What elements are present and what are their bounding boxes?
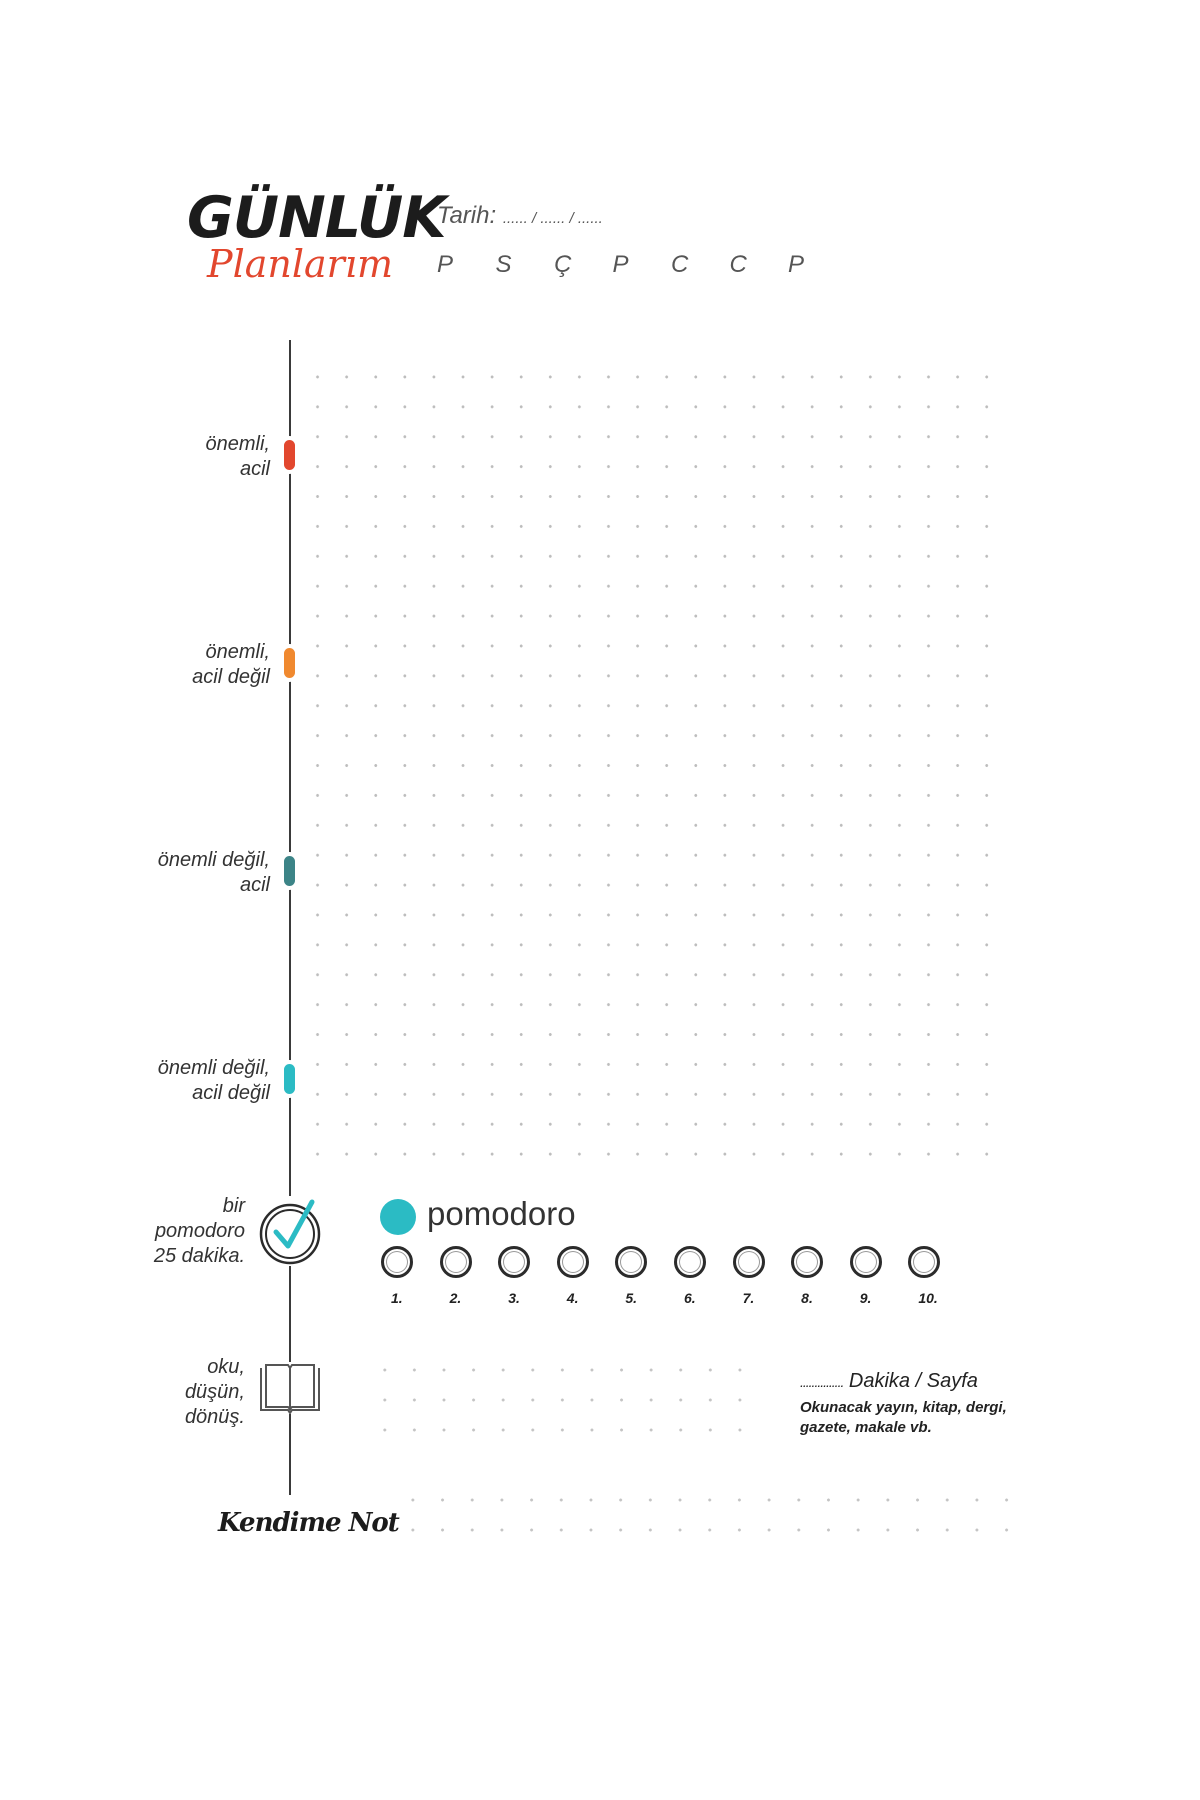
weekday-1[interactable]: P xyxy=(437,251,454,278)
reading-side-label-line2: düşün, xyxy=(184,1381,245,1403)
pomodoro-number: 2. xyxy=(449,1290,462,1306)
date-blank: ...... / ...... / ...... xyxy=(502,210,603,227)
category-label-urgent-not-important: önemli değil, acil xyxy=(157,849,270,896)
weekday-3[interactable]: Ç xyxy=(554,251,572,278)
pomodoro-checkbox[interactable] xyxy=(439,1246,472,1278)
reading-dot-grid[interactable] xyxy=(370,1355,760,1445)
reading-amount-blank: ............... xyxy=(800,1374,844,1390)
weekday-4[interactable]: P xyxy=(612,251,629,278)
pomodoro-dot xyxy=(380,1199,416,1235)
reading-note: Okunacak yayın, kitap, dergi, gazete, ma… xyxy=(800,1399,1007,1436)
pomodoro-item: 4. xyxy=(556,1246,616,1306)
reading-side-label: oku, düşün, dönüş. xyxy=(25,1355,245,1430)
page-subtitle: Planlarım xyxy=(207,242,394,286)
pomodoro-item: 2. xyxy=(439,1246,499,1306)
category-marker-not-urgent-not-important xyxy=(284,1064,295,1094)
weekday-selector: P S Ç P C C P xyxy=(437,253,847,277)
pomodoro-number: 7. xyxy=(742,1290,755,1306)
note-label: Kendime Not xyxy=(218,1508,400,1538)
pomodoro-item: 5. xyxy=(615,1246,674,1306)
pomodoro-number: 5. xyxy=(625,1290,638,1306)
pomodoro-item: 9. xyxy=(849,1246,909,1306)
date-label: Tarih: xyxy=(437,202,497,229)
pomodoro-side-label-line1: bir xyxy=(222,1195,245,1217)
date-field[interactable]: Tarih: ...... / ...... / ...... xyxy=(437,204,603,228)
open-book-icon xyxy=(258,1362,322,1415)
pomodoro-checkbox[interactable] xyxy=(615,1246,648,1278)
weekday-5[interactable]: C xyxy=(671,251,689,278)
pomodoro-number: 8. xyxy=(801,1290,813,1306)
pomodoro-item: 1. xyxy=(381,1246,440,1306)
pomodoro-item: 3. xyxy=(498,1246,557,1306)
category-label-urgent-important: önemli, acil xyxy=(205,433,270,480)
pomodoro-item: 6. xyxy=(673,1246,733,1306)
reading-amount-field[interactable]: ............... Dakika / Sayfa xyxy=(800,1370,978,1393)
pomodoro-title: pomodoro xyxy=(427,1195,576,1232)
pomodoro-checkbox[interactable] xyxy=(791,1246,824,1278)
pomodoro-checkbox[interactable] xyxy=(732,1246,765,1278)
pomodoro-checkbox[interactable] xyxy=(498,1246,531,1278)
category-marker-urgent-important xyxy=(284,440,295,470)
pomodoro-number: 10. xyxy=(918,1290,938,1306)
pomodoro-side-label: bir pomodoro 25 dakika. xyxy=(25,1194,245,1269)
pomodoro-number: 1. xyxy=(391,1290,403,1306)
check-circle-icon xyxy=(256,1196,326,1266)
weekday-2[interactable]: S xyxy=(495,251,512,278)
reading-side-label-line3: dönüş. xyxy=(184,1406,245,1428)
category-marker-urgent-not-important xyxy=(284,856,295,886)
weekday-7[interactable]: P xyxy=(788,251,805,278)
category-label-not-urgent-not-important: önemli değil, acil değil xyxy=(157,1057,270,1104)
reading-side-label-line1: oku, xyxy=(207,1356,245,1378)
category-marker-important-not-urgent xyxy=(284,648,295,678)
note-dot-grid[interactable] xyxy=(398,1485,1028,1555)
weekday-6[interactable]: C xyxy=(729,251,747,278)
pomodoro-item: 10. xyxy=(908,1246,967,1306)
category-label-important-not-urgent: önemli, acil değil xyxy=(192,641,270,688)
pomodoro-item: 7. xyxy=(732,1246,792,1306)
pomodoro-checkbox[interactable] xyxy=(849,1246,882,1278)
pomodoro-number: 6. xyxy=(683,1290,696,1306)
pomodoro-tracker: 1. 2. 3. 4. 5. 6. 7. 8. 9. 10. xyxy=(381,1246,967,1306)
pomodoro-item: 8. xyxy=(791,1246,850,1306)
pomodoro-checkbox[interactable] xyxy=(673,1246,706,1278)
timeline-line xyxy=(289,340,291,1495)
pomodoro-checkbox[interactable] xyxy=(381,1246,413,1278)
pomodoro-side-label-line2: pomodoro xyxy=(154,1220,245,1242)
pomodoro-side-label-line3: 25 dakika. xyxy=(153,1245,245,1267)
reading-amount-label: Dakika / Sayfa xyxy=(848,1370,978,1392)
pomodoro-number: 4. xyxy=(566,1290,579,1306)
pomodoro-checkbox[interactable] xyxy=(908,1246,941,1278)
pomodoro-number: 9. xyxy=(859,1290,872,1306)
task-dot-grid[interactable] xyxy=(303,362,1013,1160)
pomodoro-checkbox[interactable] xyxy=(556,1246,589,1278)
pomodoro-number: 3. xyxy=(508,1290,520,1306)
page-title: GÜNLÜK xyxy=(187,185,446,251)
